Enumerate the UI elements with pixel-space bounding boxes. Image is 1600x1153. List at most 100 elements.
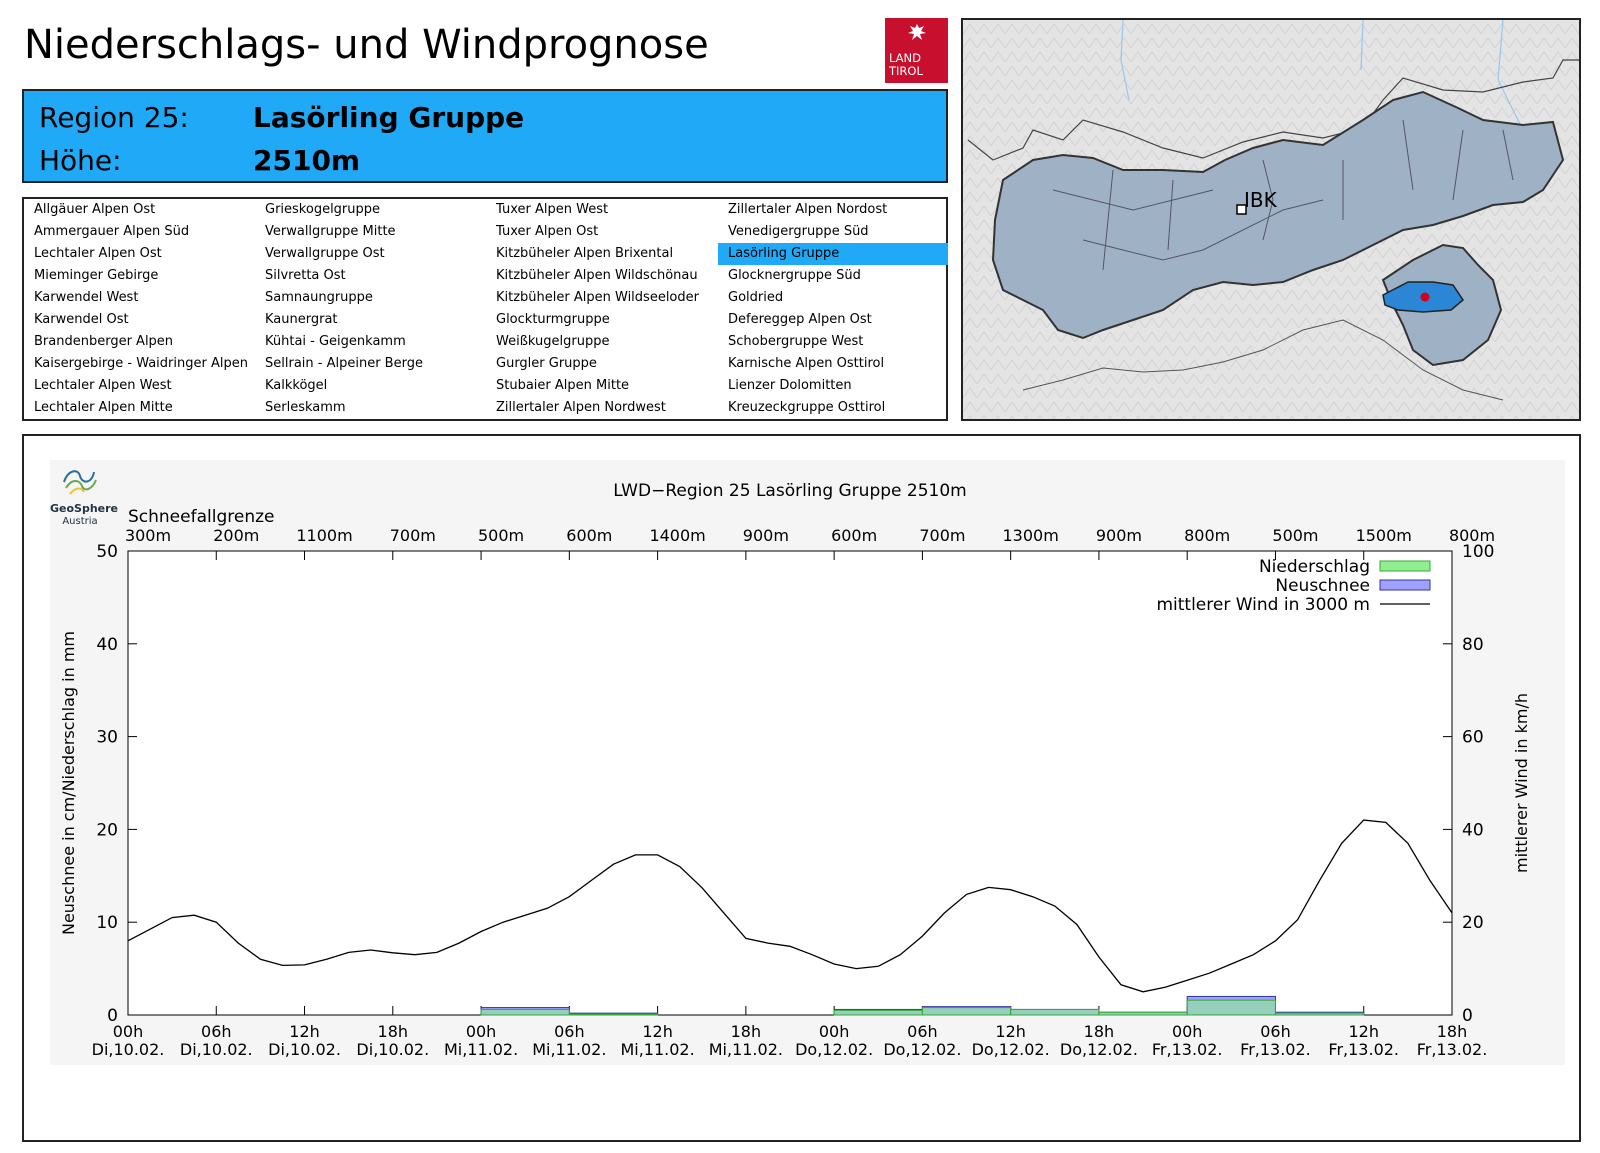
y-axis-label: Neuschnee in cm/Niederschlag in mm <box>59 631 78 935</box>
region-list-item[interactable]: Kalkkögel <box>265 378 328 393</box>
region-map[interactable]: IBK <box>961 18 1581 421</box>
y-tick-label: 40 <box>96 635 118 655</box>
region-list-item[interactable]: Verwallgruppe Ost <box>265 246 385 261</box>
snow-line-value: 1100m <box>296 526 352 545</box>
region-list-item[interactable]: Karnische Alpen Osttirol <box>728 356 885 371</box>
wind-series-line <box>127 819 1453 993</box>
region-list-item[interactable]: Allgäuer Alpen Ost <box>34 202 156 217</box>
region-list-item[interactable]: Karwendel Ost <box>34 312 129 327</box>
region-list-item[interactable]: Zillertaler Alpen Nordost <box>728 202 888 217</box>
chart-frame <box>22 434 1581 1142</box>
region-list-item[interactable]: Zillertaler Alpen Nordwest <box>496 400 666 415</box>
region-list-item[interactable]: Samnaungruppe <box>265 290 373 305</box>
region-list-item[interactable]: Kitzbüheler Alpen Wildschönau <box>496 268 698 283</box>
region-list-item[interactable]: Kitzbüheler Alpen Brixental <box>496 246 674 261</box>
region-list-column-3: Tuxer Alpen West Tuxer Alpen Ost Kitzbüh… <box>486 199 716 419</box>
region-list-item[interactable]: Gurgler Gruppe <box>496 356 597 371</box>
x-tick-label-hour: 06h <box>554 1022 585 1041</box>
x-axis-ticks: 00hDi,10.02.06hDi,10.02.12hDi,10.02.18hD… <box>92 551 1487 1059</box>
y2-axis-label: mittlerer Wind in km/h <box>1512 693 1531 873</box>
map-svg: IBK <box>963 20 1579 419</box>
region-list-item[interactable]: Kühtai - Geigenkamm <box>265 334 406 349</box>
region-list-item[interactable]: Brandenberger Alpen <box>34 334 174 349</box>
map-border-south <box>1022 319 1504 401</box>
x-tick-label-hour: 00h <box>1172 1022 1203 1041</box>
x-tick-label-date: Do,12.02. <box>1060 1040 1138 1059</box>
region-list-item[interactable]: Tuxer Alpen West <box>496 202 609 217</box>
region-list-item[interactable]: Tuxer Alpen Ost <box>496 224 599 239</box>
region-list-item[interactable]: Serleskamm <box>265 400 346 415</box>
snow-line-value: 500m <box>478 526 524 545</box>
snow-line-value: 600m <box>566 526 612 545</box>
x-tick-label-date: Do,12.02. <box>972 1040 1050 1059</box>
x-tick-label-date: Fr,13.02. <box>1152 1040 1223 1059</box>
region-list-item[interactable]: Karwendel West <box>34 290 139 305</box>
y2-tick-label: 60 <box>1462 728 1484 748</box>
x-tick-label-date: Di,10.02. <box>356 1040 429 1059</box>
region-list-item[interactable]: Defereggер Alpen Ost <box>728 312 872 327</box>
x-tick-label-hour: 12h <box>289 1022 320 1041</box>
niederschlag-bar <box>1010 1008 1100 1016</box>
snow-line-label: Schneefallgrenze <box>128 507 274 527</box>
y-tick-label: 10 <box>96 913 118 933</box>
x-tick-label-hour: 06h <box>201 1022 232 1041</box>
x-tick-label-hour: 18h <box>731 1022 762 1041</box>
region-list-item[interactable]: Lienzer Dolomitten <box>728 378 852 393</box>
region-list-item[interactable]: Goldried <box>728 290 784 305</box>
provider-country: Austria <box>62 516 98 527</box>
y-axis-right-ticks: 0 20 40 60 80 100 <box>1443 542 1494 1026</box>
region-label: Region 25: <box>39 101 189 134</box>
x-tick-label-hour: 12h <box>1348 1022 1379 1041</box>
region-list-item[interactable]: Mieminger Gebirge <box>34 268 159 283</box>
region-list-item[interactable]: Kitzbüheler Alpen Wildseeloder <box>496 290 699 305</box>
region-list-item[interactable]: Kreuzeckgruppe Osttirol <box>728 400 886 415</box>
x-tick-label-hour: 18h <box>1084 1022 1115 1041</box>
y-tick-label: 20 <box>96 820 118 840</box>
x-tick-label-hour: 06h <box>907 1022 938 1041</box>
plot-area <box>127 550 1453 1016</box>
region-list-item[interactable]: Kaunergrat <box>265 312 338 327</box>
niederschlag-bar <box>1098 1011 1188 1016</box>
region-list-item[interactable]: Glocknergruppe Süd <box>728 268 861 283</box>
region-list-item[interactable]: Kaisergebirge - Waidringer Alpen <box>34 356 248 371</box>
region-info-box: Region 25: Lasörling Gruppe Höhe: 2510m <box>22 89 948 183</box>
region-list-item[interactable]: Glockturmgruppe <box>496 312 610 327</box>
snow-line-value: 500m <box>1272 526 1318 545</box>
region-list-item-selected[interactable]: Lasörling Gruppe <box>718 243 948 265</box>
snow-line-value: 1400m <box>649 526 705 545</box>
snow-line-value: 200m <box>213 526 259 545</box>
x-tick-label-date: Do,12.02. <box>795 1040 873 1059</box>
geosphere-logo-icon <box>50 462 110 522</box>
snow-line-value: 900m <box>1096 526 1142 545</box>
legend-label-niederschlag: Niederschlag <box>1259 557 1370 577</box>
y2-tick-label: 80 <box>1462 635 1484 655</box>
region-list-item[interactable]: Stubaier Alpen Mitte <box>496 378 630 393</box>
region-list-item[interactable]: Sellrain - Alpeiner Berge <box>265 356 423 371</box>
snow-line-value: 700m <box>919 526 965 545</box>
region-list-item[interactable]: Lechtaler Alpen Mitte <box>34 400 173 415</box>
region-list-item[interactable]: Silvretta Ost <box>265 268 346 283</box>
region-list-item[interactable]: Lechtaler Alpen West <box>34 378 172 393</box>
region-value: Lasörling Gruppe <box>253 101 525 134</box>
x-tick-label-date: Fr,13.02. <box>1328 1040 1399 1059</box>
region-list-item[interactable]: Schobergruppe West <box>728 334 864 349</box>
map-tirol-north[interactable] <box>991 90 1565 340</box>
region-list-item[interactable]: Lechtaler Alpen Ost <box>34 246 162 261</box>
x-tick-label-hour: 00h <box>466 1022 497 1041</box>
legend-swatch-neuschnee <box>1379 579 1431 591</box>
map-location-marker <box>1420 292 1430 302</box>
snow-line-value: 700m <box>390 526 436 545</box>
region-list: Allgäuer Alpen Ost Ammergauer Alpen Süd … <box>22 197 948 421</box>
x-tick-label-date: Di,10.02. <box>92 1040 165 1059</box>
x-tick-label-hour: 00h <box>113 1022 144 1041</box>
map-rivers <box>1120 20 1524 131</box>
region-list-item[interactable]: Venedigergruppe Süd <box>728 224 869 239</box>
y-tick-label: 0 <box>107 1006 118 1026</box>
region-list-item[interactable]: Verwallgruppe Mitte <box>265 224 396 239</box>
region-list-item[interactable]: Ammergauer Alpen Süd <box>34 224 190 239</box>
x-tick-label-date: Di,10.02. <box>180 1040 253 1059</box>
legend-swatch-niederschlag <box>1379 560 1431 572</box>
region-list-item[interactable]: Grieskogelgruppe <box>265 202 381 217</box>
region-list-item[interactable]: Weißkugelgruppe <box>496 334 610 349</box>
eagle-icon <box>885 22 948 52</box>
